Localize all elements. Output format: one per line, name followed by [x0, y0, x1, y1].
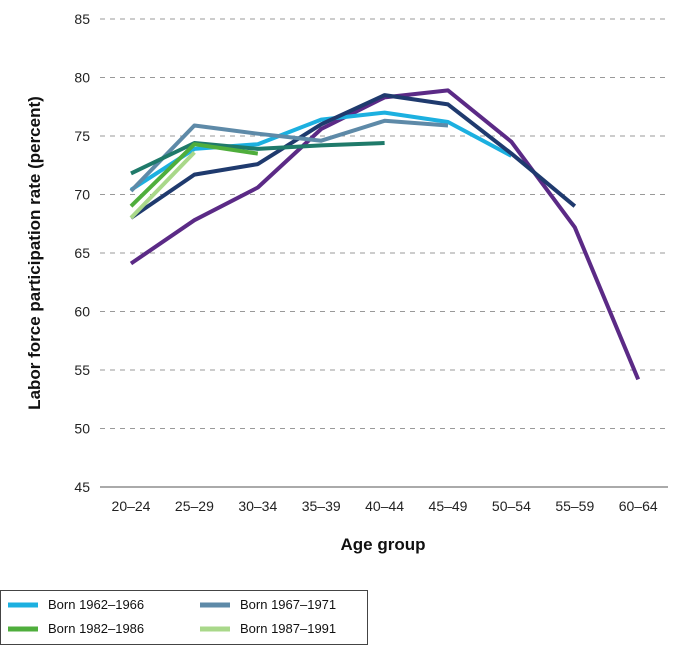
series-line-4	[129, 118, 449, 193]
series-lines	[129, 88, 641, 381]
x-tick-label: 40–44	[365, 498, 404, 514]
y-axis-title: Labor force participation rate (percent)	[25, 96, 44, 410]
series-line-3	[129, 93, 577, 220]
y-tick-label: 65	[74, 245, 90, 261]
y-tick-label: 60	[74, 304, 90, 320]
x-axis-title: Age group	[341, 535, 426, 554]
x-tick-label: 25–29	[175, 498, 214, 514]
legend-label: Born 1962–1966	[48, 597, 144, 612]
series-line-2	[129, 110, 513, 192]
y-tick-label: 85	[74, 11, 90, 27]
y-tick-label: 75	[74, 128, 90, 144]
series-line-5	[130, 141, 385, 176]
y-tick-label: 70	[74, 187, 90, 203]
y-tick-label: 55	[74, 362, 90, 378]
legend-label: Born 1967–1971	[240, 597, 336, 612]
x-tick-label: 35–39	[302, 498, 341, 514]
x-tick-label: 55–59	[555, 498, 594, 514]
y-tick-label: 45	[74, 479, 90, 495]
series-line-7	[129, 151, 196, 220]
series-line-1	[129, 88, 641, 381]
series-line-6	[129, 142, 259, 208]
legend-label: Born 1982–1986	[48, 621, 144, 636]
x-tick-label: 50–54	[492, 498, 531, 514]
x-tick-label: 45–49	[429, 498, 468, 514]
x-tick-labels: 20–24 25–29 30–34 35–39 40–44 45–49 50–54 55–59…	[112, 498, 658, 514]
legend: Born 1962–1966 Born 1967–1971 Born 1982–19…	[0, 590, 368, 645]
x-tick-label: 30–34	[238, 498, 277, 514]
x-tick-label: 20–24	[112, 498, 151, 514]
y-tick-labels: 45 50 55 60 65 70 75 80 85	[74, 11, 90, 495]
gridlines	[100, 18, 668, 488]
y-tick-label: 80	[74, 70, 90, 86]
x-tick-label: 60–64	[619, 498, 658, 514]
y-tick-label: 50	[74, 421, 90, 437]
legend-label: Born 1987–1991	[240, 621, 336, 636]
